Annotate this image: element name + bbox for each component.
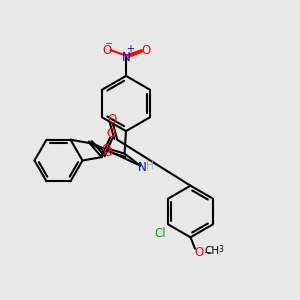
Text: O: O: [102, 44, 111, 57]
Text: O: O: [101, 142, 110, 156]
Text: 3: 3: [219, 245, 224, 254]
Text: O: O: [195, 245, 204, 259]
Text: H: H: [146, 161, 154, 171]
Text: −: −: [203, 247, 210, 256]
Text: N: N: [137, 160, 146, 174]
Text: −: −: [105, 38, 114, 49]
Text: O: O: [107, 113, 116, 126]
Text: Cl: Cl: [155, 227, 167, 240]
Text: O: O: [141, 44, 150, 57]
Text: +: +: [126, 44, 134, 54]
Text: CH: CH: [204, 247, 219, 256]
Text: N: N: [122, 50, 130, 64]
Text: O: O: [106, 127, 116, 140]
Text: O: O: [104, 146, 113, 159]
